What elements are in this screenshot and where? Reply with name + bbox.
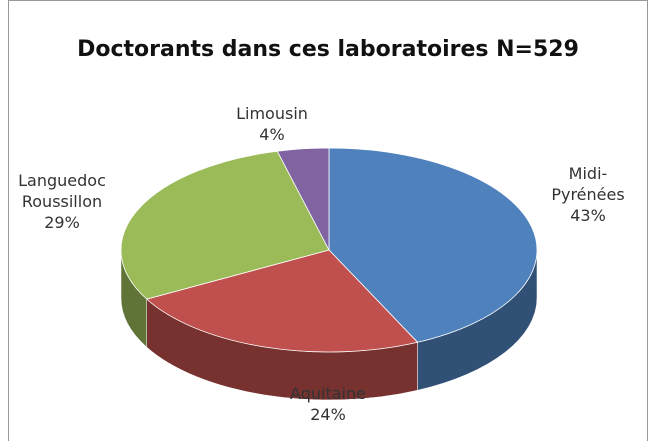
frame [8, 0, 648, 441]
slice-top [145, 249, 419, 353]
slice-label: Limousin 4% [236, 103, 308, 145]
slice-top [120, 150, 330, 300]
slice-top [328, 147, 538, 343]
label-name: Languedoc Roussillon [18, 171, 106, 211]
label-value: 24% [310, 405, 346, 424]
slice-label: Aquitaine 24% [290, 383, 366, 425]
slice-top [276, 147, 330, 251]
slice-label: Midi-Pyrénées 43% [551, 163, 624, 226]
label-name: Midi-Pyrénées [551, 164, 625, 204]
slice [145, 249, 419, 401]
label-value: 4% [259, 125, 285, 144]
chart-title: Doctorants dans ces laboratoires N=529 [77, 37, 579, 62]
slice [120, 150, 330, 348]
label-name: Aquitaine [290, 384, 366, 403]
label-value: 29% [44, 213, 80, 232]
label-value: 43% [570, 206, 606, 225]
slice-label: Languedoc Roussillon 29% [12, 170, 112, 233]
label-name: Limousin [236, 104, 308, 123]
slice [328, 147, 538, 391]
slice [276, 147, 330, 251]
